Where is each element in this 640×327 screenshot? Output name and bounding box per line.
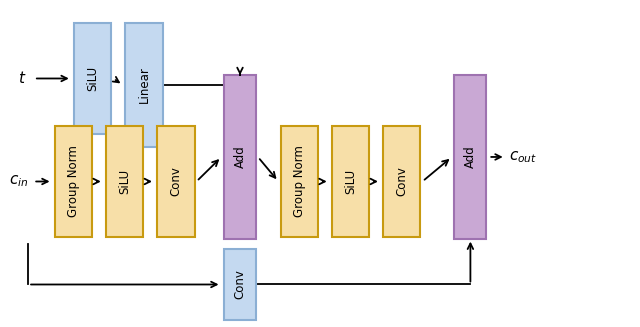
FancyBboxPatch shape xyxy=(454,75,486,239)
Text: SiLU: SiLU xyxy=(118,169,131,194)
FancyBboxPatch shape xyxy=(74,23,111,134)
Text: Linear: Linear xyxy=(138,67,150,103)
FancyBboxPatch shape xyxy=(125,23,163,147)
Text: Group Norm: Group Norm xyxy=(293,146,306,217)
Text: Conv: Conv xyxy=(234,269,246,300)
FancyBboxPatch shape xyxy=(281,126,318,237)
Text: $c_{out}$: $c_{out}$ xyxy=(509,149,537,165)
Text: Conv: Conv xyxy=(170,166,182,197)
FancyBboxPatch shape xyxy=(224,249,256,320)
Text: Group Norm: Group Norm xyxy=(67,146,80,217)
FancyBboxPatch shape xyxy=(55,126,92,237)
Text: Add: Add xyxy=(464,146,477,168)
FancyBboxPatch shape xyxy=(157,126,195,237)
FancyBboxPatch shape xyxy=(332,126,369,237)
Text: SiLU: SiLU xyxy=(86,66,99,91)
FancyBboxPatch shape xyxy=(106,126,143,237)
Text: $t$: $t$ xyxy=(18,71,26,86)
Text: Conv: Conv xyxy=(396,166,408,197)
Text: $c_{in}$: $c_{in}$ xyxy=(9,174,28,189)
FancyBboxPatch shape xyxy=(383,126,420,237)
Text: Add: Add xyxy=(234,146,246,168)
FancyBboxPatch shape xyxy=(224,75,256,239)
Text: SiLU: SiLU xyxy=(344,169,357,194)
